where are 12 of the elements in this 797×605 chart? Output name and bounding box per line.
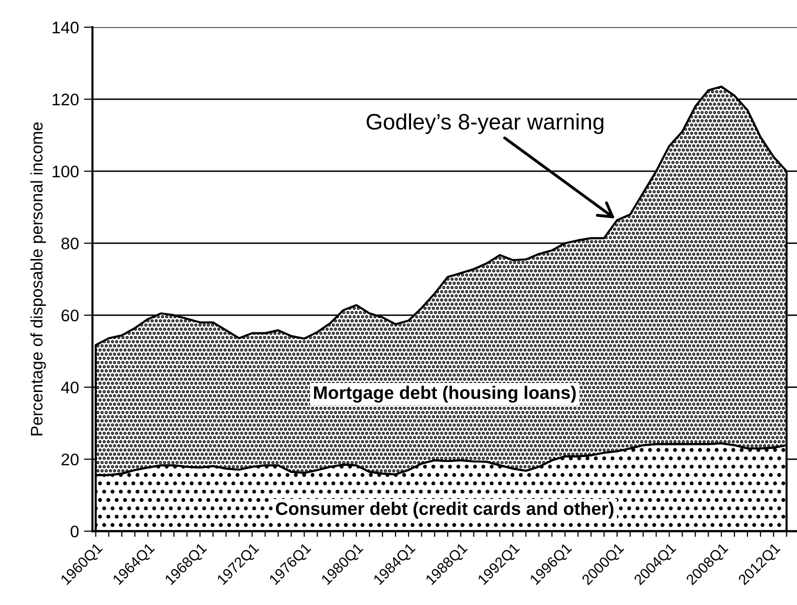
y-tick-label: 20: [62, 454, 79, 466]
y-tick-label: 140: [52, 22, 79, 34]
series-label: Consumer debt (credit cards and other): [276, 502, 614, 519]
y-axis-title: Percentage of disposable personal income: [30, 122, 46, 436]
y-tick-label: 40: [61, 382, 79, 394]
y-tick-label: 0: [70, 526, 79, 538]
y-tick-label: 100: [52, 166, 79, 178]
y-tick-label: 60: [62, 310, 79, 322]
y-tick-label: 80: [61, 238, 79, 250]
series-label: Mortgage debt (housing loans): [314, 386, 576, 403]
y-tick-label: 120: [52, 94, 79, 106]
annotation: Godley’s 8-year warning: [366, 113, 604, 134]
